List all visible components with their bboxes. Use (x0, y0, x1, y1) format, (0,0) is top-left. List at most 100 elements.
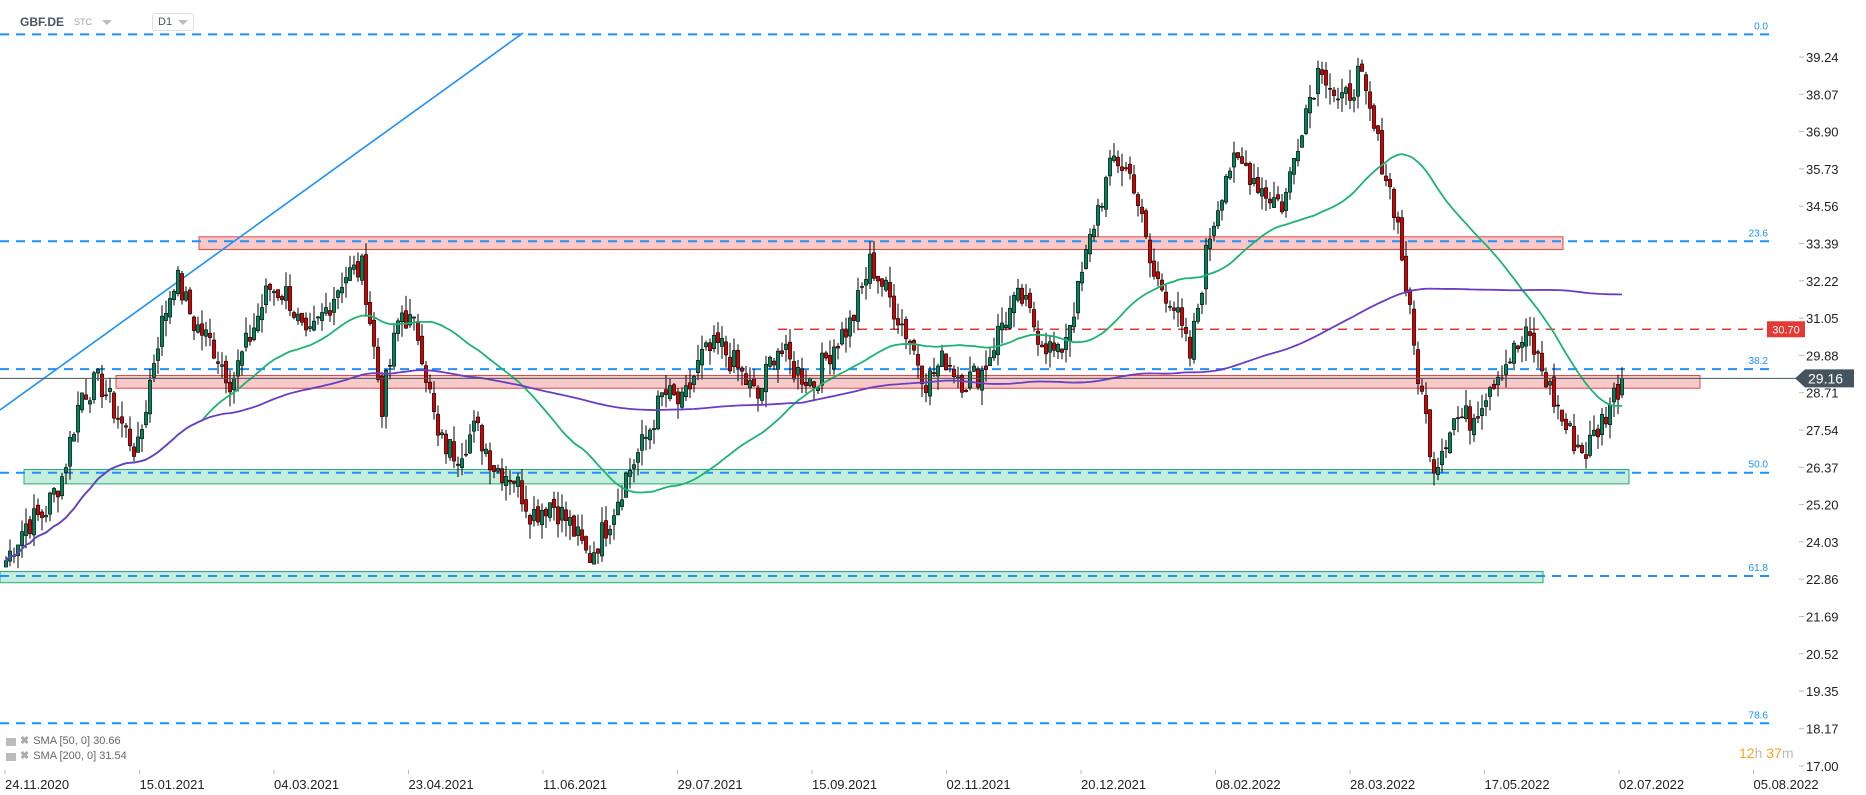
candle-up (1520, 342, 1524, 348)
candle-down (736, 349, 740, 369)
fib-label: 50.0 (1749, 460, 1769, 471)
x-tick-label: 02.11.2021 (947, 777, 1011, 792)
candle-up (568, 517, 572, 526)
candle-up (732, 350, 736, 368)
candle-up (32, 508, 36, 536)
candle-up (296, 313, 300, 321)
settings-icon[interactable] (6, 737, 16, 746)
candle-down (804, 382, 808, 387)
candle-up (784, 343, 788, 350)
candle-down (552, 498, 556, 508)
close-icon[interactable]: ✖ (20, 735, 30, 747)
candle-up (324, 307, 328, 314)
candle-up (76, 404, 80, 433)
candle-up (996, 325, 1000, 356)
fib-label: 23.6 (1749, 228, 1769, 239)
candle-up (940, 350, 944, 367)
candle-down (1324, 69, 1328, 86)
zones-layer (0, 236, 1701, 584)
y-tick-label: 31.05 (1806, 311, 1839, 326)
candle-down (780, 350, 784, 355)
candle-down (368, 301, 372, 324)
candle-down (420, 335, 424, 365)
candle-down (1328, 88, 1332, 90)
candle-up (860, 286, 864, 288)
candle-down (728, 356, 732, 372)
close-icon[interactable]: ✖ (20, 750, 30, 762)
candle-up (1196, 307, 1200, 322)
candle-up (1200, 293, 1204, 305)
candle-down (672, 384, 676, 396)
candle-up (856, 290, 860, 322)
candle-up (620, 499, 624, 507)
candle-up (60, 476, 64, 497)
candle-down (1552, 376, 1556, 407)
timeframe-select[interactable]: D1 (152, 13, 195, 31)
x-tick-label: 02.07.2022 (1619, 777, 1684, 792)
candle-up (576, 526, 580, 536)
candle-down (676, 391, 680, 405)
level-layer: 30.70 (778, 321, 1805, 338)
candle-down (1428, 409, 1432, 457)
candle-down (912, 340, 916, 351)
candle-down (580, 529, 584, 541)
candle-up (1504, 364, 1508, 375)
candle-up (548, 502, 552, 518)
candle-down (1536, 351, 1540, 354)
candle-up (108, 388, 112, 392)
candle-down (876, 275, 880, 282)
candle-up (652, 428, 656, 431)
candle-up (156, 348, 160, 361)
price-axis[interactable]: 39.24 38.07 36.90 35.73 34.56 33.39 32.22 31.05… (1799, 50, 1839, 774)
candle-down (1384, 175, 1388, 182)
candle-up (1548, 381, 1552, 386)
settings-icon[interactable] (6, 752, 16, 761)
candle-down (1060, 348, 1064, 353)
candle-down (292, 312, 296, 318)
chevron-down-icon (178, 19, 189, 25)
time-axis[interactable]: 24.11.2020 15.01.2021 04.03.2021 23.04.2021… (4, 770, 1819, 792)
candle-down (1276, 194, 1280, 200)
candle-down (596, 548, 600, 554)
candle-down (812, 381, 816, 388)
candle-down (1360, 63, 1364, 72)
y-tick-label: 17.00 (1806, 759, 1839, 774)
candle-down (536, 506, 540, 523)
y-tick-label: 29.88 (1806, 348, 1839, 363)
candle-down (1152, 260, 1156, 277)
candle-up (504, 476, 508, 486)
candle-down (1584, 454, 1588, 459)
candle-up (540, 509, 544, 525)
candle-down (1140, 206, 1144, 214)
candle-down (1392, 188, 1396, 218)
candle-up (220, 364, 224, 367)
candle-down (1280, 201, 1284, 213)
chevron-down-icon[interactable] (102, 19, 113, 25)
y-tick-label: 32.22 (1806, 274, 1839, 289)
candle-down (1508, 361, 1512, 364)
candle-up (632, 464, 636, 469)
y-tick-label: 26.37 (1806, 460, 1839, 475)
candle-up (316, 316, 320, 319)
candle-up (1600, 413, 1604, 435)
candle-up (496, 468, 500, 472)
candle-up (332, 298, 336, 313)
candle-up (864, 279, 868, 286)
candle-up (1004, 324, 1008, 329)
candle-up (1288, 171, 1292, 193)
candle-down (444, 433, 448, 455)
candle-down (1124, 167, 1128, 170)
y-tick-label: 20.52 (1806, 647, 1839, 662)
candle-up (516, 476, 520, 487)
trend-line[interactable] (0, 32, 524, 411)
candle-up (532, 509, 536, 521)
y-tick-label: 21.69 (1806, 609, 1839, 624)
candle-down (688, 382, 692, 390)
candle-up (684, 385, 688, 398)
candle-down (404, 310, 408, 329)
candle-up (1588, 434, 1592, 456)
candle-down (1164, 291, 1168, 304)
candle-up (592, 552, 596, 565)
candle-down (376, 346, 380, 380)
